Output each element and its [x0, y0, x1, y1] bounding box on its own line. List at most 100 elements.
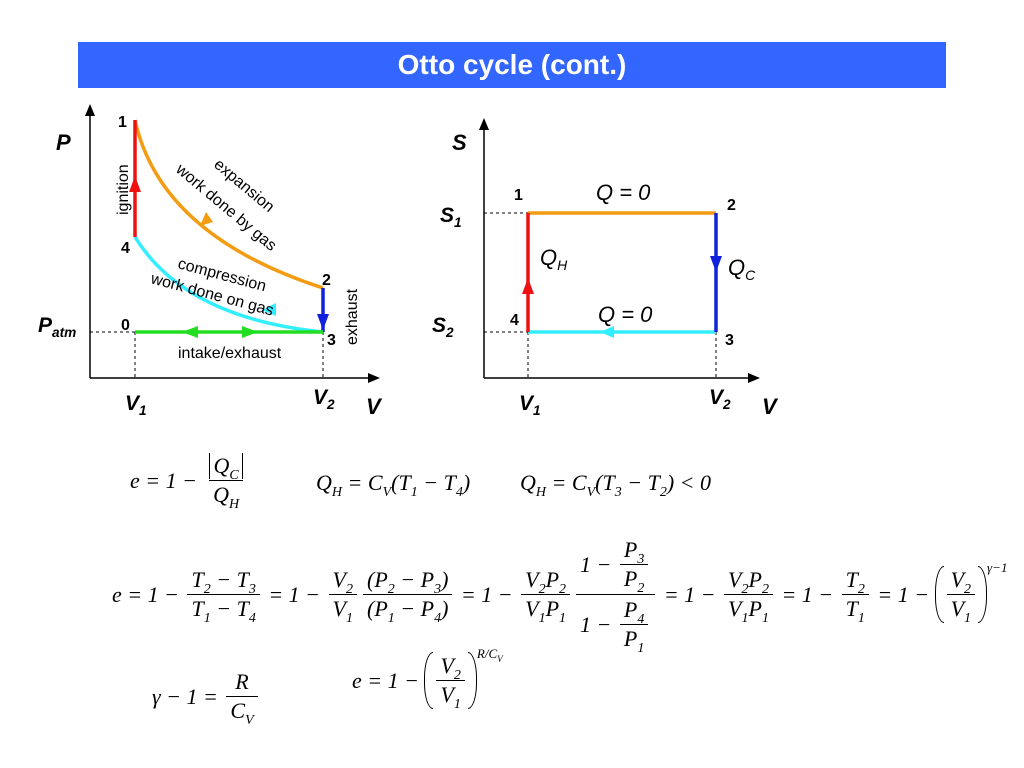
- math-text: R: [235, 669, 249, 694]
- annotation: ignition: [115, 164, 132, 215]
- symbol-subscript: 1: [538, 611, 546, 626]
- math-text: ): [441, 596, 449, 621]
- sv-axes: [483, 126, 752, 379]
- math-symbol: V2: [728, 567, 748, 597]
- numerator: T2 − T3: [187, 566, 259, 597]
- numerator: V2: [329, 566, 357, 597]
- fraction: 1 − P3 P2 1 − P4 P1: [576, 535, 656, 656]
- math-symbol: T3: [602, 470, 621, 500]
- arrowhead: [182, 326, 198, 338]
- left-paren: [934, 566, 944, 623]
- fraction: P4 P1: [619, 596, 649, 656]
- math-symbol: CV: [368, 470, 391, 500]
- tick-label: Patm: [38, 314, 76, 340]
- math-symbol: V2: [440, 653, 460, 683]
- symbol-base: V: [332, 567, 346, 592]
- math-text: γ−1: [987, 560, 1008, 575]
- point-label: 4: [510, 312, 519, 329]
- annotation: QH: [540, 245, 568, 273]
- symbol-subscript: 2: [637, 581, 645, 596]
- denominator: P2: [619, 564, 649, 596]
- symbol-subscript: 1: [741, 611, 749, 626]
- point-label: 1: [514, 187, 523, 204]
- symbol-base: V: [525, 567, 539, 592]
- symbol-base: P: [545, 596, 560, 621]
- math-symbol: QH: [520, 470, 546, 500]
- denominator: 1 − P4 P1: [576, 594, 656, 656]
- math-text: e = 1 −: [112, 581, 185, 607]
- symbol-subscript: 2: [741, 582, 749, 597]
- denominator: QH: [209, 480, 244, 512]
- math-symbol: QH: [316, 470, 342, 500]
- tick-label-base: V: [519, 392, 535, 415]
- math-text: γ − 1 =: [152, 683, 224, 709]
- denominator: (P1 − P4): [362, 594, 453, 626]
- math-text: −: [394, 596, 421, 621]
- symbol-subscript: H: [535, 485, 547, 500]
- symbol-subscript: 4: [248, 611, 256, 626]
- symbol-subscript: V: [382, 485, 392, 500]
- paren-content: V2 V1: [433, 652, 467, 712]
- symbol: Q: [540, 245, 557, 270]
- symbol-base: V: [440, 682, 454, 707]
- symbol-subscript: 2: [659, 485, 667, 500]
- math-symbol: V1: [951, 596, 971, 626]
- symbol-base: T: [191, 596, 204, 621]
- symbol-base: Q: [213, 482, 229, 507]
- math-text: −: [210, 596, 237, 621]
- math-text: (: [366, 596, 375, 621]
- symbol-base: T: [443, 470, 456, 495]
- denominator: CV: [226, 696, 258, 728]
- symbol-base: T: [191, 567, 204, 592]
- math-text: −: [417, 470, 444, 495]
- arrowhead: [200, 212, 213, 226]
- sv-guides: [484, 212, 717, 378]
- math-symbol: P3: [624, 537, 644, 567]
- math-symbol: V2: [950, 567, 971, 597]
- math-symbol: T2: [648, 470, 667, 500]
- tick-label: V1: [125, 392, 147, 418]
- fraction: P3 P2: [619, 536, 649, 596]
- symbol-base: V: [950, 567, 965, 592]
- point-label: 1: [118, 114, 127, 131]
- axis-label: V: [366, 394, 383, 419]
- symbol-subscript: 4: [637, 612, 645, 627]
- math-symbol: T2: [846, 567, 865, 597]
- tick-label: V2: [313, 386, 335, 412]
- symbol-base: T: [236, 567, 249, 592]
- fraction: V2 P2 V1 P1: [724, 566, 773, 626]
- symbol-base: P: [374, 567, 388, 592]
- symbol-base: T: [236, 596, 249, 621]
- denominator: V1 P1: [724, 594, 773, 626]
- symbol-subscript: 2: [203, 582, 211, 597]
- math-text: (: [391, 470, 399, 495]
- symbol-base: P: [748, 596, 762, 621]
- math-symbol: P4: [421, 596, 441, 626]
- tick-label-base: V: [709, 386, 725, 409]
- superscript: R/CV: [477, 646, 503, 664]
- math-symbol: T4: [236, 596, 256, 626]
- point-label: 4: [121, 240, 130, 257]
- denominator: T1 − T4: [187, 594, 260, 626]
- symbol-base: T: [845, 596, 858, 621]
- annotation: Q = 0: [596, 180, 651, 205]
- symbol-base: V: [332, 596, 346, 621]
- symbol-base: P: [420, 567, 435, 592]
- math-text: ): [441, 567, 449, 592]
- symbol-subscript: 2: [559, 582, 567, 597]
- symbol-subscript: 2: [761, 582, 769, 597]
- numerator: QC: [205, 452, 246, 483]
- math-text: 1 −: [580, 551, 617, 577]
- symbol-base: V: [728, 567, 742, 592]
- arrowhead: [317, 314, 329, 330]
- math-symbol: QC: [213, 453, 238, 483]
- symbol-base: P: [623, 626, 638, 651]
- point-label: 3: [327, 332, 336, 349]
- math-symbol: T1: [191, 596, 210, 626]
- math-symbol: V2: [525, 567, 545, 597]
- math-text: =: [342, 470, 368, 495]
- tick-label-sub: 2: [722, 397, 731, 412]
- symbol: Q: [728, 255, 745, 280]
- math-symbol: P2: [748, 567, 768, 597]
